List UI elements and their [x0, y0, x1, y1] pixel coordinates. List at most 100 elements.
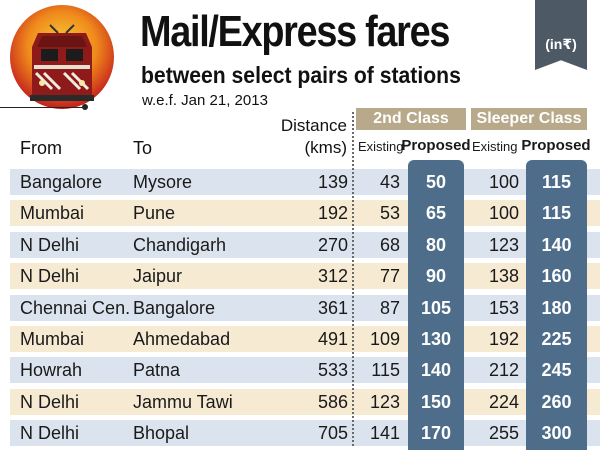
cell-sleeper-existing: 192 — [488, 329, 519, 349]
cell-distance: 491 — [317, 329, 348, 349]
cell-distance: 533 — [317, 360, 348, 380]
proposed-row: 65 115 — [10, 200, 600, 226]
cell-sleeper-proposed: 180 — [541, 298, 572, 318]
row-background — [10, 200, 600, 226]
leader-line — [0, 107, 84, 108]
cell-second-proposed: 90 — [425, 266, 447, 286]
cell-from: N Delhi — [20, 423, 80, 443]
cell-to: Jaipur — [133, 266, 183, 286]
cell-to: Bangalore — [133, 298, 216, 318]
header-distance-unit: (kms) — [304, 138, 347, 157]
cell-from: Mumbai — [20, 203, 85, 223]
cell-from: N Delhi — [20, 266, 80, 286]
header-second-proposed: Proposed — [401, 137, 471, 154]
header-second-class: 2nd Class — [356, 108, 466, 130]
cell-second-existing: 53 — [379, 203, 400, 223]
table-row: Chennai Cen. Bangalore 361 87 153 — [10, 295, 600, 321]
cell-sleeper-proposed: 225 — [541, 329, 572, 349]
cell-sleeper-existing: 224 — [488, 392, 519, 412]
sleeper-proposed-highlight — [526, 160, 587, 450]
cell-sleeper-existing: 100 — [488, 172, 519, 192]
table-row: Bangalore Mysore 139 43 100 — [10, 169, 600, 195]
cell-sleeper-existing: 153 — [488, 298, 519, 318]
cell-sleeper-existing: 138 — [488, 266, 519, 286]
second-proposed-highlight — [408, 160, 464, 450]
row-background — [10, 232, 600, 258]
cell-from: N Delhi — [20, 235, 80, 255]
cell-sleeper-existing: 212 — [488, 360, 519, 380]
proposed-row: 90 160 — [10, 263, 600, 289]
table-row: N Delhi Jaipur 312 77 138 — [10, 263, 600, 289]
proposed-row: 80 140 — [10, 232, 600, 258]
cell-to: Jammu Tawi — [133, 392, 233, 412]
cell-sleeper-existing: 123 — [488, 235, 519, 255]
proposed-row: 140 245 — [10, 357, 600, 383]
unit-label: (in₹) — [545, 36, 577, 52]
row-background — [10, 389, 600, 415]
cell-second-proposed: 80 — [425, 235, 447, 255]
table-row: Mumbai Ahmedabad 491 109 192 — [10, 326, 600, 352]
leader-dot — [82, 104, 88, 110]
cell-sleeper-proposed: 300 — [541, 423, 572, 443]
page-title: Mail/Express fares — [140, 7, 450, 56]
header-sleeper-proposed: Proposed — [521, 137, 591, 154]
cell-to: Patna — [133, 360, 181, 380]
cell-distance: 139 — [317, 172, 348, 192]
cell-sleeper-existing: 255 — [488, 423, 519, 443]
header-distance: Distance — [280, 116, 347, 135]
cell-from: Howrah — [20, 360, 83, 380]
row-background — [10, 295, 600, 321]
train-logo-illustration — [8, 3, 116, 111]
cell-second-existing: 87 — [379, 298, 400, 318]
cell-second-existing: 141 — [369, 423, 400, 443]
cell-second-proposed: 150 — [420, 392, 452, 412]
cell-second-existing: 68 — [379, 235, 400, 255]
header-second-existing: Existing — [358, 139, 404, 154]
cell-second-proposed: 170 — [420, 423, 452, 443]
proposed-row: 50 115 — [10, 169, 600, 195]
cell-distance: 270 — [317, 235, 348, 255]
column-divider — [352, 112, 354, 446]
cell-distance: 192 — [317, 203, 348, 223]
cell-second-proposed: 65 — [425, 203, 447, 223]
header-sleeper-existing: Existing — [472, 139, 518, 154]
cell-second-existing: 115 — [371, 360, 400, 380]
unit-tab — [535, 0, 587, 70]
proposed-row: 105 180 — [10, 295, 600, 321]
cell-distance: 705 — [317, 423, 348, 443]
cell-second-proposed: 105 — [420, 298, 452, 318]
header-sleeper-class: Sleeper Class — [471, 108, 587, 130]
cell-from: Bangalore — [20, 172, 103, 192]
row-background — [10, 326, 600, 352]
cell-second-proposed: 140 — [420, 360, 452, 380]
cell-sleeper-proposed: 115 — [541, 172, 572, 192]
row-background — [10, 169, 600, 195]
page-subtitle: between select pairs of stations — [141, 62, 461, 88]
cell-sleeper-proposed: 115 — [541, 203, 572, 223]
cell-sleeper-proposed: 140 — [541, 235, 572, 255]
cell-second-existing: 77 — [379, 266, 400, 286]
cell-second-existing: 43 — [379, 172, 400, 192]
cell-from: Chennai Cen. — [20, 298, 131, 318]
row-background — [10, 420, 600, 446]
cell-distance: 312 — [317, 266, 348, 286]
cell-sleeper-proposed: 245 — [541, 360, 572, 380]
effective-date: w.e.f. Jan 21, 2013 — [142, 92, 268, 109]
cell-second-proposed: 50 — [425, 172, 447, 192]
row-background — [10, 263, 600, 289]
cell-from: Mumbai — [20, 329, 85, 349]
proposed-row: 130 225 — [10, 326, 600, 352]
cell-sleeper-proposed: 160 — [541, 266, 572, 286]
header-from: From — [20, 138, 62, 158]
cell-second-existing: 109 — [369, 329, 400, 349]
table-row: N Delhi Bhopal 705 141 255 — [10, 420, 600, 446]
table-row: N Delhi Chandigarh 270 68 123 — [10, 232, 600, 258]
proposed-row: 150 260 — [10, 389, 600, 415]
cell-second-existing: 123 — [369, 392, 400, 412]
cell-distance: 361 — [317, 298, 348, 318]
cell-to: Bhopal — [133, 423, 190, 443]
header-to: To — [133, 138, 153, 158]
cell-to: Pune — [133, 203, 176, 223]
proposed-row: 170 300 — [10, 420, 600, 446]
table-row: N Delhi Jammu Tawi 586 123 224 — [10, 389, 600, 415]
